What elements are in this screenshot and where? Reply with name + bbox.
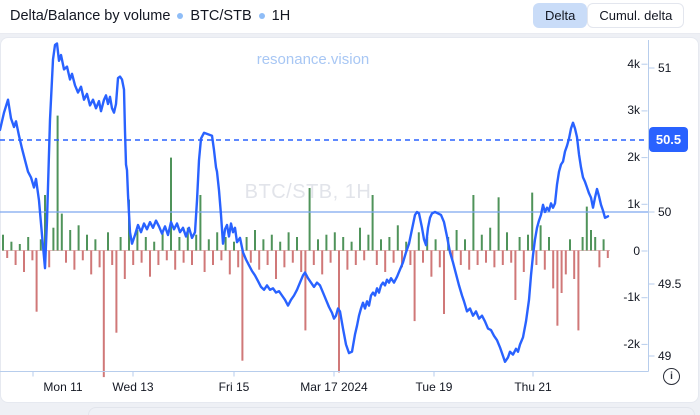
info-icon[interactable]: i — [663, 368, 680, 385]
indicator-name: Delta/Balance by volume — [10, 8, 171, 24]
brand-watermark: resonance.vision — [256, 51, 370, 68]
chart-card — [0, 37, 699, 403]
view-tabs: Delta Cumul. delta — [533, 3, 685, 28]
separator-dot-icon — [177, 13, 184, 19]
separator-dot-icon — [258, 13, 265, 19]
next-panel-peek — [88, 407, 695, 415]
tab-cumul-delta[interactable]: Cumul. delta — [587, 3, 685, 28]
timeframe-label: 1H — [271, 8, 291, 24]
last-price-badge: 50.5 — [649, 127, 688, 152]
info-icon-glyph: i — [670, 371, 673, 382]
symbol-name: BTC/STB — [190, 8, 252, 24]
symbol-watermark: BTC/STB, 1H — [244, 181, 372, 203]
chart-title: Delta/Balance by volume BTC/STB 1H — [10, 8, 290, 24]
tab-delta[interactable]: Delta — [533, 3, 588, 28]
